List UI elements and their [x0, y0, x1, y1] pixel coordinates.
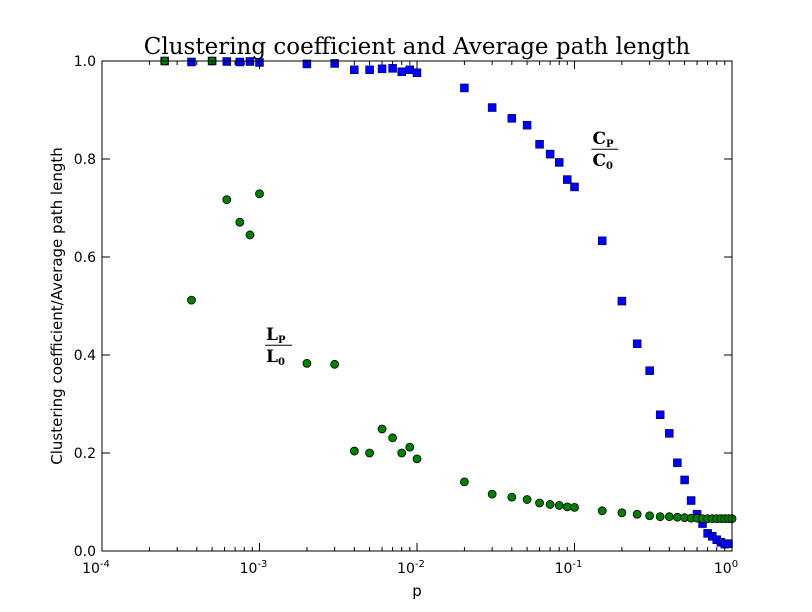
annotation-denominator-subscript: 0: [606, 161, 613, 172]
data-point-circle: [632, 509, 642, 519]
y-tick-label: 0.8: [74, 152, 96, 168]
data-point-circle: [522, 495, 532, 504]
x-tick-label: 10-3: [240, 559, 268, 577]
data-point-circle: [460, 477, 469, 487]
annotation-numerator-subscript: P: [606, 139, 614, 150]
data-point-circle: [664, 512, 674, 522]
data-point-square: [724, 539, 733, 548]
data-point-circle: [562, 502, 572, 512]
data-point-square: [680, 475, 689, 485]
data-point-circle: [349, 446, 359, 456]
y-axis-label: Clustering coefficient/Average path leng…: [48, 147, 66, 465]
data-point-square: [686, 496, 696, 505]
data-point-square: [412, 68, 422, 78]
data-point-circle: [302, 358, 312, 368]
axis-ticks: 10-4 10-3 10-2 10-1 100 0.0 0.2 0.4 0.6 0.8 1.0: [74, 54, 738, 577]
data-point-circle: [365, 448, 374, 458]
y-tick-label: 0.4: [74, 348, 96, 364]
y-tick-label: 0.0: [74, 544, 96, 560]
data-point-circle: [554, 501, 564, 510]
plot-area: [160, 56, 737, 549]
data-point-circle: [222, 195, 232, 205]
data-point-square: [187, 57, 196, 67]
x-tick-label: 10-1: [555, 559, 583, 577]
data-point-square: [397, 67, 406, 77]
x-tick-label: 10-2: [397, 559, 425, 577]
data-point-circle: [545, 500, 555, 509]
data-point-circle: [397, 448, 407, 458]
data-point-circle: [187, 295, 196, 305]
data-point-circle: [507, 492, 517, 502]
data-point-circle: [388, 433, 398, 443]
x-tick-label: 10-4: [82, 559, 110, 577]
data-point-square: [563, 175, 572, 184]
data-point-square: [554, 158, 564, 167]
annotation-denominator-subscript: 0: [278, 357, 285, 368]
data-point-circle: [645, 511, 655, 521]
annotation-numerator-subscript: P: [278, 335, 286, 346]
data-point-square: [388, 64, 397, 73]
chart-title: Clustering coefficient and Average path …: [144, 34, 691, 60]
data-point-square: [545, 149, 555, 159]
data-point-square: [522, 120, 532, 130]
data-point-circle: [245, 230, 255, 240]
data-point-circle: [570, 502, 579, 512]
data-point-circle: [617, 508, 627, 518]
data-point-circle: [235, 217, 245, 227]
data-point-square: [570, 182, 579, 192]
y-tick-label: 1.0: [74, 54, 96, 70]
data-point-square: [632, 339, 642, 348]
data-point-circle: [405, 442, 415, 452]
data-point-circle: [672, 512, 682, 522]
data-point-square: [655, 410, 665, 420]
data-point-square: [673, 458, 682, 468]
x-axis-label: p: [412, 582, 422, 600]
data-point-circle: [255, 189, 264, 199]
y-tick-label: 0.6: [74, 250, 96, 266]
data-point-square: [377, 64, 387, 74]
data-point-circle: [412, 454, 422, 464]
data-point-circle: [330, 359, 340, 369]
data-point-square: [507, 114, 517, 123]
data-point-circle: [487, 489, 497, 499]
plot-frame: [101, 60, 733, 552]
data-point-square: [405, 65, 415, 75]
data-point-square: [597, 236, 607, 246]
data-point-square: [235, 57, 245, 67]
data-point-circle: [535, 498, 544, 508]
x-tick-label: 100: [714, 559, 738, 577]
data-point-square: [617, 296, 627, 306]
data-point-square: [487, 103, 497, 112]
data-point-square: [460, 83, 469, 93]
data-point-circle: [597, 506, 607, 516]
data-point-square: [535, 140, 544, 149]
data-point-circle: [655, 512, 665, 522]
y-tick-label: 0.2: [74, 446, 96, 462]
data-point-square: [665, 429, 674, 438]
data-point-square: [350, 65, 359, 75]
data-point-square: [645, 366, 654, 375]
data-point-square: [365, 65, 374, 75]
data-point-circle: [377, 424, 387, 434]
